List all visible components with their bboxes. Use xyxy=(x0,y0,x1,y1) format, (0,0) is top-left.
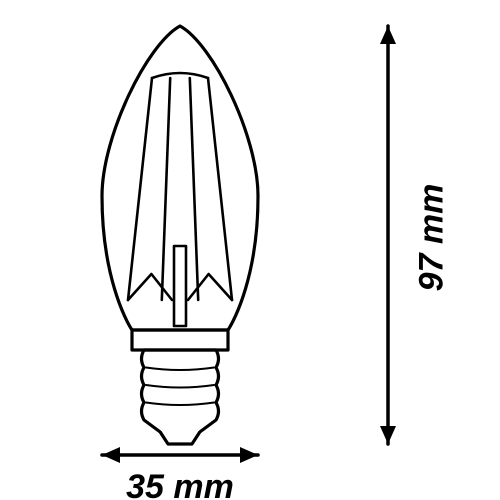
filament-rod-1 xyxy=(162,78,170,300)
socket-thread-3 xyxy=(146,403,214,406)
socket-outline xyxy=(142,350,219,444)
filament-top-cap xyxy=(152,73,208,78)
socket-thread-1 xyxy=(146,368,214,371)
filament-rod-3 xyxy=(208,78,232,300)
socket-thread-2 xyxy=(146,385,214,388)
height-dimension-label: 97 mm xyxy=(413,178,452,298)
bulb-glass-outline xyxy=(102,26,258,330)
filament-rod-0 xyxy=(128,78,152,300)
diagram-stage: 97 mm 35 mm xyxy=(0,0,500,500)
height-arrow-bottom xyxy=(380,426,396,444)
filament-base-spokes xyxy=(128,274,232,300)
width-arrow-right xyxy=(240,447,258,463)
width-dimension-label: 35 mm xyxy=(0,468,430,500)
collar xyxy=(132,330,228,350)
filament-stem xyxy=(174,246,186,326)
filament-rod-2 xyxy=(190,78,198,300)
width-arrow-left xyxy=(102,447,120,463)
height-arrow-top xyxy=(380,26,396,44)
